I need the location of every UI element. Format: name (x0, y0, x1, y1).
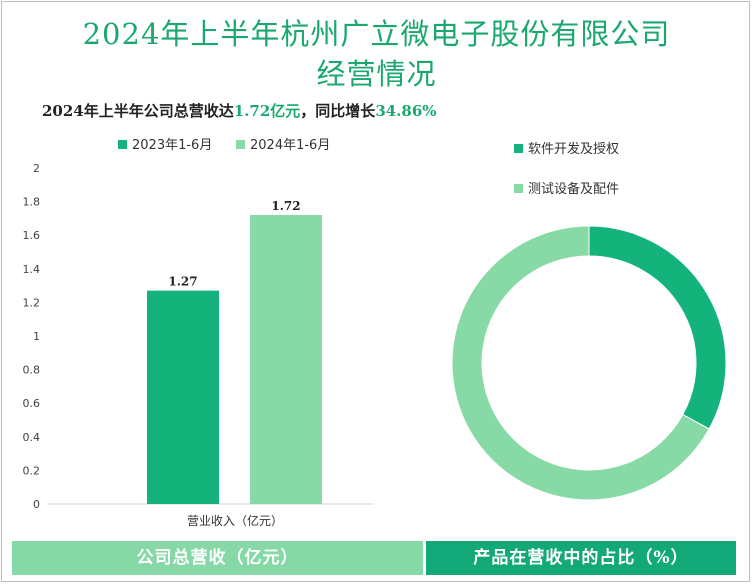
summary-middle: ，同比增长 (300, 102, 376, 120)
bar-legend-2024: 2024年1-6月 (236, 134, 330, 153)
x-category-label: 营业收入（亿元） (187, 513, 283, 528)
pie-legend-software: 软件开发及授权 (514, 138, 619, 157)
y-tick-label: 1.4 (23, 263, 41, 276)
donut-slice-software (588, 225, 727, 430)
y-tick-label: 0 (33, 498, 40, 511)
title-line-1: 2024年上半年杭州广立微电子股份有限公司 (82, 17, 671, 51)
footer-right-banner: 产品在营收中的占比（%） (426, 541, 736, 575)
legend-label-2023: 2023年1-6月 (132, 138, 213, 153)
y-tick-label: 0.6 (23, 397, 41, 410)
pie-legend-equipment: 测试设备及配件 (514, 178, 619, 197)
footer-left-banner: 公司总营收（亿元） (12, 541, 423, 575)
summary-prefix: 2024年上半年公司总营收达 (42, 102, 234, 120)
summary-text: 2024年上半年公司总营收达1.72亿元，同比增长34.86% (42, 100, 437, 121)
y-tick-label: 1.2 (23, 296, 41, 309)
bar-2024 (250, 215, 322, 505)
summary-revenue: 1.72亿元 (233, 102, 301, 120)
bar-2023 (147, 290, 219, 504)
bar-data-label: 1.72 (271, 199, 300, 213)
y-tick-label: 0.8 (23, 364, 41, 377)
legend-label-equipment: 测试设备及配件 (528, 182, 620, 197)
legend-swatch-2023 (118, 140, 127, 149)
y-tick-label: 2 (33, 162, 40, 175)
y-tick-label: 0.2 (23, 464, 41, 477)
y-tick-label: 1 (33, 330, 40, 343)
legend-label-software: 软件开发及授权 (528, 142, 620, 157)
y-tick-label: 0.4 (23, 431, 41, 444)
donut-slice-equipment (451, 225, 710, 501)
page-title: 2024年上半年杭州广立微电子股份有限公司 经营情况 (0, 14, 753, 94)
summary-growth: 34.86% (375, 102, 437, 120)
y-tick-label: 1.6 (23, 229, 41, 242)
bar-data-label: 1.27 (168, 275, 197, 289)
legend-swatch-2024 (236, 140, 245, 149)
legend-swatch-equipment (514, 184, 523, 193)
legend-label-2024: 2024年1-6月 (250, 138, 331, 153)
bar-legend-2023: 2023年1-6月 (118, 134, 212, 153)
legend-swatch-software (514, 144, 523, 153)
y-tick-label: 1.8 (23, 196, 41, 209)
title-line-2: 经营情况 (316, 57, 437, 91)
